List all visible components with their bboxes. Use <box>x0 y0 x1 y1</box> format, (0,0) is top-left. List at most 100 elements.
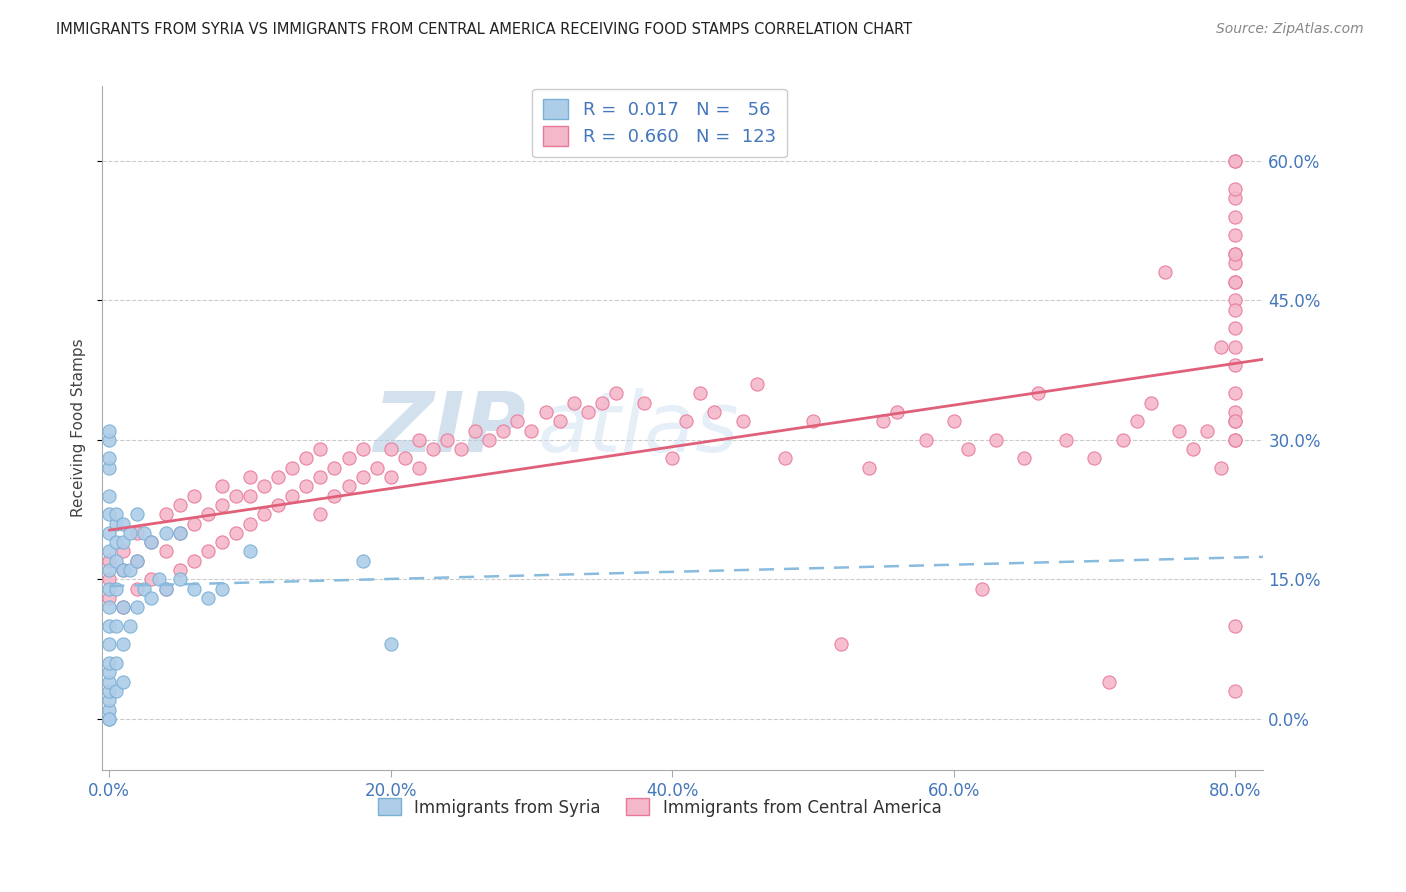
Text: IMMIGRANTS FROM SYRIA VS IMMIGRANTS FROM CENTRAL AMERICA RECEIVING FOOD STAMPS C: IMMIGRANTS FROM SYRIA VS IMMIGRANTS FROM… <box>56 22 912 37</box>
Point <box>1111 433 1133 447</box>
Point <box>169 572 191 586</box>
Point <box>183 516 205 531</box>
Point <box>366 460 388 475</box>
Point <box>1097 674 1119 689</box>
Point <box>1225 433 1247 447</box>
Point <box>562 395 585 409</box>
Point <box>731 414 754 428</box>
Point <box>211 582 233 596</box>
Point <box>661 451 683 466</box>
Point <box>98 600 121 615</box>
Point <box>1083 451 1105 466</box>
Point <box>98 637 121 651</box>
Point <box>886 405 908 419</box>
Point <box>1225 182 1247 196</box>
Point <box>942 414 965 428</box>
Point <box>253 479 276 493</box>
Point <box>98 563 121 577</box>
Point <box>408 460 430 475</box>
Point <box>98 684 121 698</box>
Point <box>211 535 233 549</box>
Point <box>1225 619 1247 633</box>
Point <box>112 600 135 615</box>
Point <box>134 525 156 540</box>
Point <box>506 414 529 428</box>
Point <box>394 451 416 466</box>
Point <box>1225 684 1247 698</box>
Point <box>380 470 402 484</box>
Point <box>675 414 697 428</box>
Point <box>127 507 149 521</box>
Text: ZIP: ZIP <box>374 388 526 468</box>
Point <box>211 498 233 512</box>
Point <box>120 525 142 540</box>
Point <box>281 460 304 475</box>
Point <box>281 489 304 503</box>
Point <box>830 637 852 651</box>
Point <box>98 712 121 726</box>
Point <box>534 405 557 419</box>
Point <box>1026 386 1049 401</box>
Point <box>112 637 135 651</box>
Point <box>1125 414 1147 428</box>
Point <box>956 442 979 456</box>
Point <box>98 693 121 707</box>
Text: Source: ZipAtlas.com: Source: ZipAtlas.com <box>1216 22 1364 37</box>
Point <box>914 433 936 447</box>
Point <box>323 460 346 475</box>
Point <box>98 489 121 503</box>
Point <box>105 619 128 633</box>
Point <box>98 572 121 586</box>
Point <box>1225 247 1247 261</box>
Point <box>380 637 402 651</box>
Point <box>98 424 121 438</box>
Point <box>436 433 458 447</box>
Point <box>183 554 205 568</box>
Point <box>492 424 515 438</box>
Point <box>98 507 121 521</box>
Point <box>105 507 128 521</box>
Point <box>745 376 768 391</box>
Legend: Immigrants from Syria, Immigrants from Central America: Immigrants from Syria, Immigrants from C… <box>371 792 948 823</box>
Point <box>183 489 205 503</box>
Point <box>858 460 880 475</box>
Point <box>1225 191 1247 205</box>
Point <box>197 507 219 521</box>
Point <box>591 395 613 409</box>
Point <box>239 489 262 503</box>
Point <box>169 563 191 577</box>
Point <box>112 563 135 577</box>
Point <box>309 442 332 456</box>
Point <box>689 386 711 401</box>
Point <box>1225 414 1247 428</box>
Point <box>211 479 233 493</box>
Point <box>127 525 149 540</box>
Point <box>98 544 121 558</box>
Point <box>155 582 177 596</box>
Point <box>295 451 318 466</box>
Point <box>1153 265 1175 279</box>
Point <box>98 712 121 726</box>
Point <box>1211 460 1233 475</box>
Point <box>1225 302 1247 317</box>
Y-axis label: Receiving Food Stamps: Receiving Food Stamps <box>72 339 86 517</box>
Point <box>127 600 149 615</box>
Point <box>1012 451 1035 466</box>
Point <box>1225 153 1247 168</box>
Point <box>352 442 374 456</box>
Point <box>520 424 543 438</box>
Point <box>98 525 121 540</box>
Point <box>309 507 332 521</box>
Point <box>1225 386 1247 401</box>
Point <box>98 460 121 475</box>
Point <box>197 591 219 605</box>
Point <box>98 619 121 633</box>
Point <box>141 535 163 549</box>
Point <box>1225 359 1247 373</box>
Point <box>112 544 135 558</box>
Point <box>98 656 121 670</box>
Point <box>98 665 121 680</box>
Point <box>1225 405 1247 419</box>
Point <box>225 525 247 540</box>
Point <box>155 525 177 540</box>
